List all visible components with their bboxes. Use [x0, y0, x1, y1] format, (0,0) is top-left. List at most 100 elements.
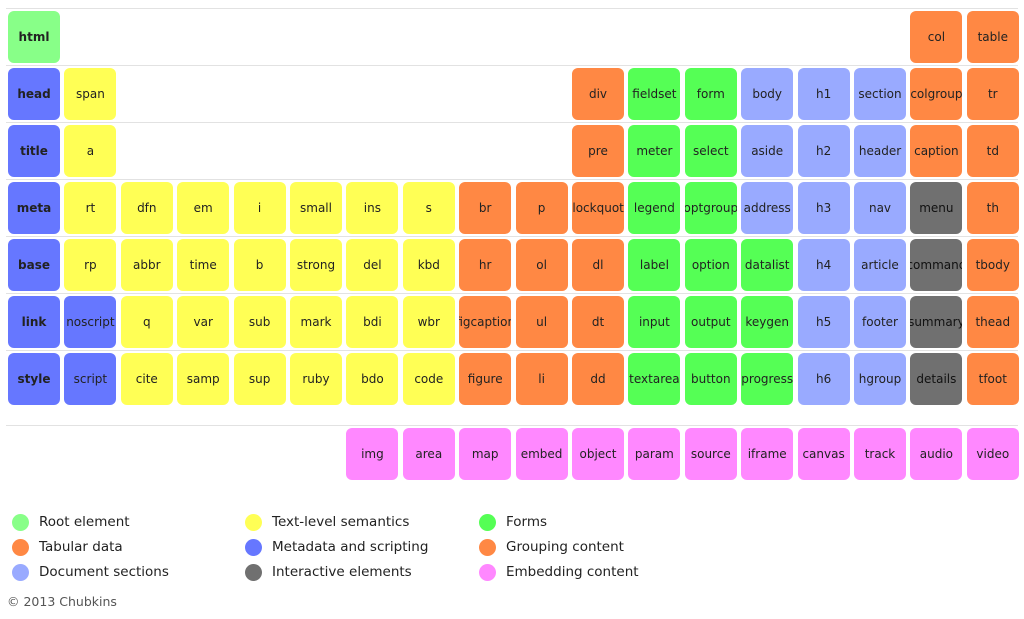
element-tile-area[interactable]: area [402, 428, 455, 480]
element-tile-label[interactable]: label [628, 239, 681, 291]
element-tile-h2[interactable]: h2 [797, 125, 850, 177]
element-tile-thead[interactable]: thead [966, 296, 1019, 348]
element-tile-a[interactable]: a [64, 125, 117, 177]
element-tile-meter[interactable]: meter [628, 125, 681, 177]
element-tile-body[interactable]: body [741, 68, 794, 120]
element-tile-em[interactable]: em [177, 182, 230, 234]
element-tile-img[interactable]: img [346, 428, 399, 480]
element-tile-dl[interactable]: dl [572, 239, 624, 291]
element-tile-mark[interactable]: mark [290, 296, 342, 348]
element-tile-sup[interactable]: sup [233, 353, 286, 405]
element-tile-ul[interactable]: ul [515, 296, 568, 348]
element-tile-h5[interactable]: h5 [797, 296, 850, 348]
element-tile-bdi[interactable]: bdi [346, 296, 399, 348]
element-tile-map[interactable]: map [459, 428, 512, 480]
element-tile-p[interactable]: p [515, 182, 568, 234]
element-tile-table[interactable]: table [966, 11, 1019, 63]
element-tile-s[interactable]: s [402, 182, 455, 234]
element-tile-th[interactable]: th [966, 182, 1019, 234]
element-tile-wbr[interactable]: wbr [402, 296, 455, 348]
element-tile-select[interactable]: select [684, 125, 737, 177]
element-tile-code[interactable]: code [402, 353, 455, 405]
element-tile-article[interactable]: article [854, 239, 906, 291]
element-tile-colgroup[interactable]: colgroup [910, 68, 963, 120]
element-tile-track[interactable]: track [854, 428, 906, 480]
element-tile-kbd[interactable]: kbd [402, 239, 455, 291]
element-tile-iframe[interactable]: iframe [741, 428, 794, 480]
element-tile-span[interactable]: span [64, 68, 117, 120]
element-tile-param[interactable]: param [628, 428, 681, 480]
element-tile-caption[interactable]: caption [910, 125, 963, 177]
element-tile-meta[interactable]: meta [8, 182, 60, 234]
element-tile-menu[interactable]: menu [910, 182, 963, 234]
element-tile-pre[interactable]: pre [572, 125, 624, 177]
element-tile-details[interactable]: details [910, 353, 963, 405]
element-tile-small[interactable]: small [290, 182, 342, 234]
element-tile-h3[interactable]: h3 [797, 182, 850, 234]
element-tile-style[interactable]: style [8, 353, 60, 405]
element-tile-section[interactable]: section [854, 68, 906, 120]
element-tile-noscript[interactable]: noscript [64, 296, 117, 348]
element-tile-object[interactable]: object [572, 428, 624, 480]
element-tile-canvas[interactable]: canvas [797, 428, 850, 480]
element-tile-var[interactable]: var [177, 296, 230, 348]
element-tile-textarea[interactable]: textarea [628, 353, 681, 405]
element-tile-base[interactable]: base [8, 239, 60, 291]
element-tile-q[interactable]: q [120, 296, 173, 348]
element-tile-blockquote[interactable]: blockquote [572, 182, 624, 234]
element-tile-audio[interactable]: audio [910, 428, 963, 480]
element-tile-input[interactable]: input [628, 296, 681, 348]
element-tile-link[interactable]: link [8, 296, 60, 348]
element-tile-dt[interactable]: dt [572, 296, 624, 348]
element-tile-source[interactable]: source [684, 428, 737, 480]
element-tile-i[interactable]: i [233, 182, 286, 234]
element-tile-progress[interactable]: progress [741, 353, 794, 405]
element-tile-title[interactable]: title [8, 125, 60, 177]
element-tile-tbody[interactable]: tbody [966, 239, 1019, 291]
element-tile-figure[interactable]: figure [459, 353, 512, 405]
element-tile-button[interactable]: button [684, 353, 737, 405]
element-tile-col[interactable]: col [910, 11, 963, 63]
element-tile-tfoot[interactable]: tfoot [966, 353, 1019, 405]
element-tile-output[interactable]: output [684, 296, 737, 348]
element-tile-ruby[interactable]: ruby [290, 353, 342, 405]
element-tile-command[interactable]: command [910, 239, 963, 291]
element-tile-tr[interactable]: tr [966, 68, 1019, 120]
element-tile-address[interactable]: address [741, 182, 794, 234]
element-tile-h4[interactable]: h4 [797, 239, 850, 291]
element-tile-aside[interactable]: aside [741, 125, 794, 177]
element-tile-cite[interactable]: cite [120, 353, 173, 405]
element-tile-del[interactable]: del [346, 239, 399, 291]
element-tile-sub[interactable]: sub [233, 296, 286, 348]
element-tile-rt[interactable]: rt [64, 182, 117, 234]
element-tile-rp[interactable]: rp [64, 239, 117, 291]
element-tile-div[interactable]: div [572, 68, 624, 120]
element-tile-time[interactable]: time [177, 239, 230, 291]
element-tile-hgroup[interactable]: hgroup [854, 353, 906, 405]
element-tile-video[interactable]: video [966, 428, 1019, 480]
element-tile-nav[interactable]: nav [854, 182, 906, 234]
element-tile-form[interactable]: form [684, 68, 737, 120]
element-tile-legend[interactable]: legend [628, 182, 681, 234]
element-tile-html[interactable]: html [8, 11, 60, 63]
element-tile-option[interactable]: option [684, 239, 737, 291]
element-tile-hr[interactable]: hr [459, 239, 512, 291]
element-tile-dd[interactable]: dd [572, 353, 624, 405]
element-tile-head[interactable]: head [8, 68, 60, 120]
element-tile-ins[interactable]: ins [346, 182, 399, 234]
element-tile-keygen[interactable]: keygen [741, 296, 794, 348]
element-tile-dfn[interactable]: dfn [120, 182, 173, 234]
element-tile-bdo[interactable]: bdo [346, 353, 399, 405]
element-tile-script[interactable]: script [64, 353, 117, 405]
element-tile-ol[interactable]: ol [515, 239, 568, 291]
element-tile-strong[interactable]: strong [290, 239, 342, 291]
element-tile-figcaption[interactable]: figcaption [459, 296, 512, 348]
element-tile-h1[interactable]: h1 [797, 68, 850, 120]
element-tile-embed[interactable]: embed [515, 428, 568, 480]
element-tile-samp[interactable]: samp [177, 353, 230, 405]
element-tile-li[interactable]: li [515, 353, 568, 405]
element-tile-abbr[interactable]: abbr [120, 239, 173, 291]
element-tile-optgroup[interactable]: optgroup [684, 182, 737, 234]
element-tile-footer[interactable]: footer [854, 296, 906, 348]
element-tile-br[interactable]: br [459, 182, 512, 234]
